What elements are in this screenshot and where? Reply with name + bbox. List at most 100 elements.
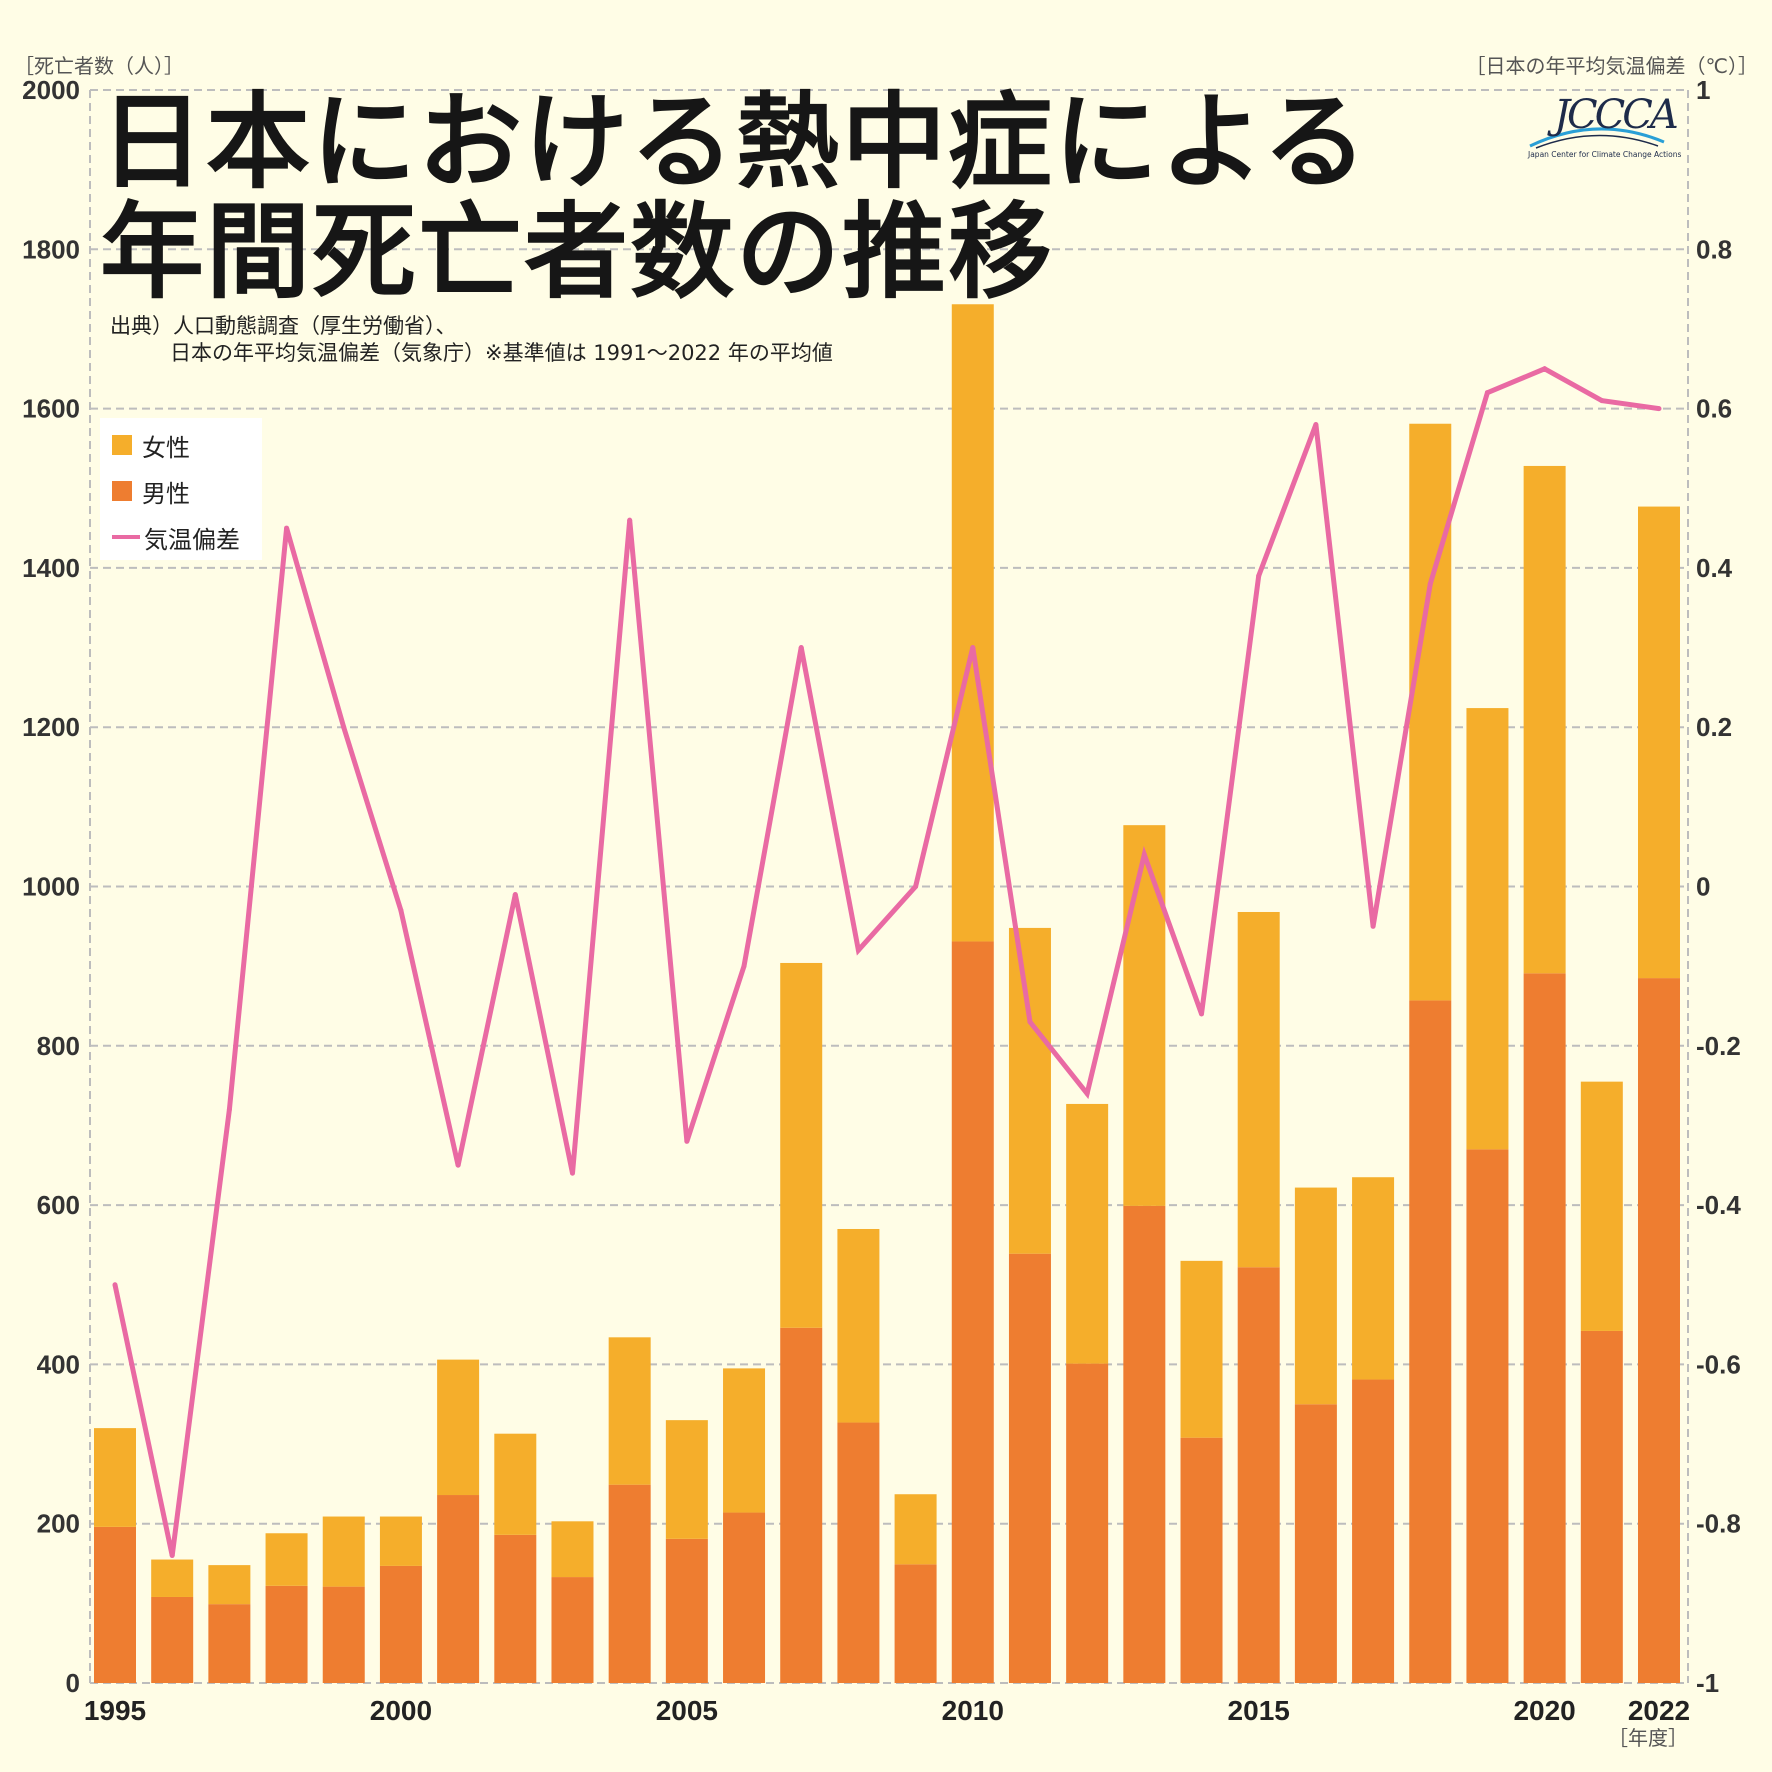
legend-item-female: 女性 [112,430,190,462]
bar-male [94,1526,136,1683]
bar-male [1123,1205,1166,1683]
bar-male [1237,1267,1280,1683]
y-tick-label-left: 1800 [22,234,80,264]
temperature-point [569,1170,575,1176]
bar-female [94,1428,136,1527]
bar-female [437,1359,480,1496]
temperature-point [1656,406,1662,412]
bar-male [1523,973,1566,1683]
bar-female [494,1433,537,1535]
bar-female [322,1516,365,1587]
temperature-point [512,891,518,897]
bar-male [1066,1363,1109,1683]
temperature-point [855,947,861,953]
y-axis-left-title: ［死亡者数（人）］ [14,54,184,78]
bar-female [1294,1187,1337,1405]
logo-subtitle: Japan Center for Climate Change Actions [1528,150,1682,159]
x-tick-label: 2022 [1628,1695,1690,1726]
legend-label-temperature: 気温偏差 [144,525,240,554]
y-tick-label-right: -0.4 [1696,1190,1741,1220]
bar-male [951,941,994,1683]
temperature-point [1199,1011,1205,1017]
y-tick-label-right: 1 [1696,75,1710,105]
bar-female [1008,927,1051,1254]
x-tick-label: 2020 [1513,1695,1575,1726]
x-axis-title: ［年度］ [1608,1726,1688,1750]
bar-male [723,1512,766,1683]
bar-female [1352,1177,1395,1380]
source-note-line-1: 出典）人口動態調査（厚生労働省）、 [110,314,457,338]
y-tick-label-left: 600 [37,1190,80,1220]
bar-male [208,1604,251,1683]
temperature-point [455,1162,461,1168]
temperature-point [1084,1091,1090,1097]
temperature-point [970,645,976,651]
bar-female [1580,1081,1623,1331]
temperature-point [1484,390,1490,396]
bar-male [265,1585,308,1683]
temperature-point [169,1553,175,1559]
temperature-point [1141,852,1147,858]
bar-female [1466,708,1509,1150]
bar-female [894,1494,937,1565]
chart-title-line-1: 日本における熱中症による [100,81,1369,203]
chart-title-line-2: 年間死亡者数の推移 [100,191,1055,313]
y-tick-label-left: 1200 [22,712,80,742]
legend-item-temperature: 気温偏差 [112,522,240,554]
temperature-point [112,1282,118,1288]
temperature-point [1313,422,1319,428]
temperature-point [1542,366,1548,372]
y-tick-label-left: 1400 [22,553,80,583]
bar-male [1409,1000,1452,1683]
bar-male [894,1564,937,1683]
y-tick-label-left: 1600 [22,394,80,424]
bar-male [1294,1404,1337,1683]
temperature-point [226,1107,232,1113]
bar-male [1008,1253,1051,1683]
bar-female [1409,423,1452,1001]
bar-female [1638,506,1680,979]
y-tick-label-right: 0.2 [1696,712,1732,742]
bar-female [1066,1103,1109,1364]
temperature-line [112,366,1660,1557]
bar-male [1466,1149,1509,1683]
bar-female [665,1420,708,1539]
temperature-point [684,1138,690,1144]
bar-male [780,1327,823,1683]
bar-female [780,962,823,1328]
y-tick-label-right: 0.8 [1696,234,1732,264]
temperature-point [741,963,747,969]
bar-male [437,1495,480,1683]
y-tick-label-right: -0.6 [1696,1349,1741,1379]
bar-male [494,1534,537,1683]
bar-male [608,1484,651,1683]
bar-female [951,304,994,942]
y-tick-label-left: 200 [37,1509,80,1539]
bar-female [379,1516,422,1566]
bar-female [208,1565,251,1605]
bar-female [551,1521,594,1578]
y-tick-label-right: -0.2 [1696,1031,1741,1061]
bar-male [1638,978,1680,1683]
temperature-point [913,884,919,889]
bar-male [1352,1379,1395,1683]
x-tick-label: 2000 [370,1695,432,1726]
bar-female [1123,825,1166,1206]
y-tick-label-right: -0.8 [1696,1509,1741,1539]
temperature-point [627,517,633,523]
bar-male [551,1577,594,1683]
legend-swatch-temperature [112,535,140,539]
bar-male [837,1422,880,1683]
bar-male [322,1586,365,1683]
y-tick-label-right: 0.6 [1696,394,1732,424]
bar-female [608,1337,651,1485]
bar-male [379,1565,422,1683]
bar-female [1237,911,1280,1268]
temperature-point [1256,573,1262,579]
x-tick-label: 2010 [942,1695,1004,1726]
bar-male [1180,1437,1223,1683]
y-axis-right-title: ［日本の年平均気温偏差（℃）］ [1465,54,1758,78]
y-tick-label-right: 0 [1696,872,1710,902]
logo-arc-icon [1529,127,1665,149]
